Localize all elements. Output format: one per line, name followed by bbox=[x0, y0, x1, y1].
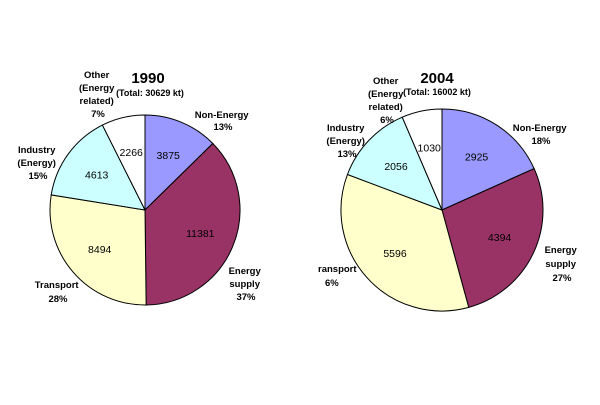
chart-2004-label-other: Other (Energy related) 6% bbox=[368, 76, 406, 126]
chart-1990-label-industry: Industry (Energy) 15% bbox=[17, 145, 58, 182]
slice-value-1990-energy-supply: 11381 bbox=[186, 228, 215, 240]
chart-1990-label-other: Other (Energy related) 7% bbox=[79, 70, 117, 120]
chart-1990-label-transport: Transport 28% bbox=[35, 280, 81, 305]
chart-1990-title: 1990 bbox=[131, 70, 164, 87]
slice-value-1990-other-energy-related: 2266 bbox=[120, 147, 144, 159]
pie-slice-2004-industry-energy bbox=[346, 116, 443, 211]
chart-2004-label-energy-supply: Energy supply 27% bbox=[545, 245, 580, 284]
chart-2004-subtitle: (Total: 16002 kt) bbox=[403, 87, 471, 97]
chart-2004-label-non-energy: Non-Energy 18% bbox=[513, 123, 569, 147]
chart-1990-slices bbox=[49, 114, 241, 306]
slice-value-2004-non-energy: 2925 bbox=[465, 152, 489, 164]
pie-chart-2004: 2004 (Total: 16002 kt) 2925 4394 5596 2056 1… bbox=[318, 70, 580, 312]
slice-value-1990-transport: 8494 bbox=[88, 244, 112, 256]
slice-value-2004-energy-supply: 4394 bbox=[488, 232, 512, 244]
chart-1990-label-non-energy: Non-Energy 13% bbox=[195, 110, 251, 133]
pie-slice-2004-energy-supply bbox=[441, 167, 544, 309]
pie-slice-1990-transport bbox=[49, 194, 147, 306]
pie-slice-1990-non-energy bbox=[144, 114, 214, 212]
slice-value-2004-transport: 5596 bbox=[383, 248, 407, 260]
pie-chart-1990: 1990 (Total: 30629 kt) 3875 11381 8494 4613… bbox=[17, 70, 264, 306]
slice-value-1990-non-energy: 3875 bbox=[157, 150, 181, 162]
chart-2004-title: 2004 bbox=[420, 70, 454, 87]
slice-value-2004-industry-energy: 2056 bbox=[384, 161, 408, 173]
chart-1990-subtitle: (Total: 30629 kt) bbox=[116, 88, 184, 98]
pie-slice-2004-non-energy bbox=[441, 108, 535, 211]
pie-slice-1990-energy-supply bbox=[144, 142, 241, 306]
chart-2004-label-industry: Industry (Energy) 13% bbox=[326, 123, 367, 160]
slice-value-2004-other-energy-related: 1030 bbox=[418, 143, 442, 155]
chart-2004-value-labels: 2925 4394 5596 2056 1030 bbox=[383, 143, 511, 260]
chart-2004-label-transport: ransport 6% bbox=[318, 264, 359, 289]
pie-slice-2004-transport bbox=[340, 173, 470, 312]
chart-2004-slices bbox=[340, 108, 544, 312]
chart-1990-label-energy-supply: Energy supply 37% bbox=[229, 266, 264, 303]
pie-slice-1990-industry-energy bbox=[50, 124, 146, 211]
pie-slice-2004-other-energy-related bbox=[401, 108, 443, 211]
chart-1990-value-labels: 3875 11381 8494 4613 2266 bbox=[85, 147, 215, 256]
slice-value-1990-industry-energy: 4613 bbox=[85, 170, 109, 182]
pie-slice-1990-other-energy-related bbox=[101, 114, 146, 211]
